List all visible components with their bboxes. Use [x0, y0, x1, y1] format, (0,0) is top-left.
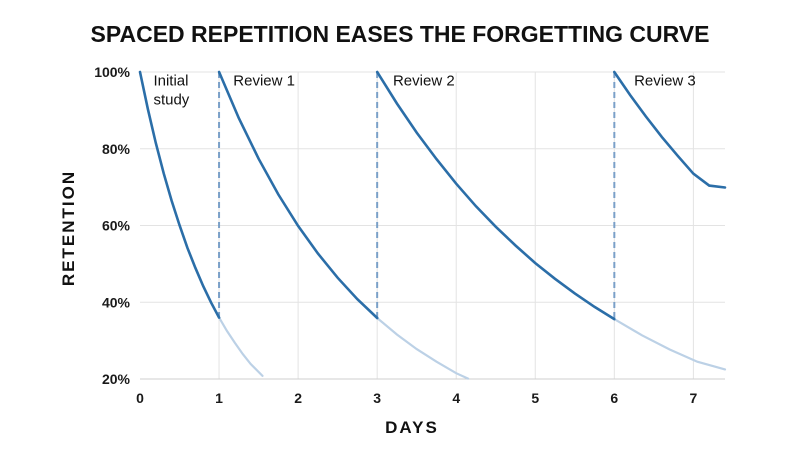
retention-curve-line	[138, 70, 221, 319]
forgetting-tail-line	[613, 318, 727, 371]
curve-annotation: Review 3	[634, 72, 696, 89]
y-tick-label: 100%	[94, 64, 130, 80]
series-group	[138, 70, 727, 380]
x-tick-label: 1	[215, 390, 223, 406]
forgetting-tail-line	[376, 316, 470, 380]
forgetting-tail-line	[218, 316, 264, 377]
x-tick-label: 6	[610, 390, 618, 406]
curve-annotation: Initial	[153, 72, 188, 89]
y-axis-title: RETENTION	[59, 170, 78, 286]
curve-annotation: Review 2	[393, 72, 455, 89]
review-markers	[218, 72, 616, 320]
chart-title: SPACED REPETITION EASES THE FORGETTING C…	[91, 21, 710, 47]
retention-curve-line	[217, 70, 379, 320]
annotations: Initial study Review 1 Review 2 Review 3	[153, 72, 695, 108]
x-tick-label: 4	[452, 390, 460, 406]
curve-annotation: study	[153, 91, 189, 108]
y-tick-label: 80%	[102, 141, 131, 157]
retention-curve-line	[375, 70, 616, 321]
x-axis-title: DAYS	[385, 418, 439, 437]
x-tick-label: 5	[531, 390, 539, 406]
retention-curve-line	[613, 70, 727, 189]
y-tick-label: 20%	[102, 371, 131, 387]
x-tick-label: 2	[294, 390, 302, 406]
x-tick-label: 7	[689, 390, 697, 406]
x-tick-label: 0	[136, 390, 144, 406]
curve-annotation: Review 1	[233, 72, 295, 89]
tick-labels: 0 1 2 3 4 5 6 7 20% 40% 60% 80% 100%	[94, 64, 697, 406]
x-tick-label: 3	[373, 390, 381, 406]
y-tick-label: 40%	[102, 294, 131, 310]
y-tick-label: 60%	[102, 218, 131, 234]
